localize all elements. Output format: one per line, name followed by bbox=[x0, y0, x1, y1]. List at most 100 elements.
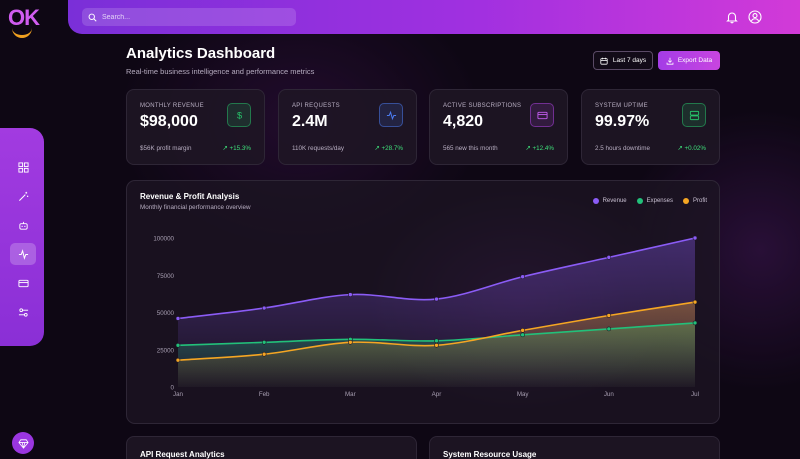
page-subtitle: Real-time business intelligence and perf… bbox=[126, 67, 315, 76]
x-tick-label: Mar bbox=[345, 391, 356, 398]
date-range-button[interactable]: Last 7 days bbox=[593, 51, 653, 70]
revenue-profit-chart: 0 25000 50000 75000 100000 Jan Feb Mar Apr May Jun… bbox=[153, 235, 699, 399]
search-box[interactable] bbox=[82, 8, 296, 26]
y-tick-label: 50000 bbox=[157, 310, 175, 317]
chart-subtitle: Monthly financial performance overview bbox=[140, 204, 251, 211]
calendar-icon bbox=[600, 57, 608, 65]
data-point-profit bbox=[692, 299, 698, 305]
data-point-expenses bbox=[175, 342, 181, 348]
stat-value: $98,000 bbox=[140, 113, 198, 130]
server-icon bbox=[682, 103, 706, 127]
data-point-profit bbox=[434, 342, 439, 348]
stat-sub: 110K requests/day bbox=[292, 145, 345, 152]
sidebar-item-magic[interactable] bbox=[10, 185, 36, 207]
activity-icon bbox=[18, 248, 28, 260]
stat-label: API REQUESTS bbox=[292, 103, 340, 109]
export-data-button[interactable]: Export Data bbox=[658, 51, 720, 70]
stat-label: MONTHLY REVENUE bbox=[140, 103, 204, 109]
legend-label: Expenses bbox=[646, 198, 673, 204]
dollar-icon: $ bbox=[227, 103, 251, 127]
data-point-profit bbox=[520, 328, 525, 333]
y-tick-label: 25000 bbox=[157, 347, 175, 354]
card-title: API Request Analytics bbox=[140, 450, 225, 459]
data-point-profit bbox=[348, 340, 353, 345]
data-point-profit bbox=[175, 357, 181, 363]
legend-dot bbox=[636, 198, 643, 204]
data-point-profit bbox=[606, 313, 612, 318]
x-tick-label: Jan bbox=[173, 391, 184, 398]
data-point-revenue bbox=[692, 235, 698, 241]
stat-delta: ↗ +15.3% bbox=[222, 145, 251, 152]
logo-smile-icon bbox=[12, 28, 32, 38]
api-request-analytics-card: API Request Analytics bbox=[126, 436, 417, 459]
data-point-expenses bbox=[606, 326, 612, 332]
stat-label: SYSTEM UPTIME bbox=[595, 103, 648, 109]
user-avatar-icon[interactable] bbox=[748, 10, 762, 24]
stat-label: ACTIVE SUBSCRIPTIONS bbox=[443, 103, 522, 109]
data-point-expenses bbox=[692, 320, 698, 326]
stat-value: 2.4M bbox=[292, 113, 328, 130]
data-point-revenue bbox=[261, 305, 267, 311]
bell-icon[interactable] bbox=[725, 10, 739, 24]
sliders-icon bbox=[18, 307, 28, 317]
premium-button[interactable] bbox=[12, 432, 34, 454]
card-title: System Resource Usage bbox=[443, 450, 537, 459]
search-input[interactable] bbox=[102, 13, 282, 21]
sidebar-item-dashboard[interactable] bbox=[10, 156, 36, 178]
stat-card-uptime: SYSTEM UPTIME 99.97% 2.5 hours downtime … bbox=[581, 89, 720, 165]
diamond-icon bbox=[17, 438, 29, 449]
y-tick-label: 0 bbox=[171, 385, 175, 392]
download-icon bbox=[666, 57, 674, 65]
stat-card-subscriptions: ACTIVE SUBSCRIPTIONS 4,820 565 new this … bbox=[429, 89, 568, 165]
legend-item-revenue[interactable]: Revenue bbox=[592, 198, 627, 204]
x-tick-label: May bbox=[517, 391, 530, 398]
sidebar-item-bot[interactable] bbox=[10, 214, 36, 236]
system-resource-usage-card: System Resource Usage bbox=[429, 436, 720, 459]
stat-delta: ↗ +0.02% bbox=[677, 145, 706, 152]
credit-card-icon bbox=[530, 103, 554, 127]
stat-sub: $56K profit margin bbox=[140, 145, 192, 152]
x-tick-label: Jul bbox=[691, 391, 699, 398]
x-tick-label: Feb bbox=[259, 391, 270, 398]
x-tick-label: Apr bbox=[432, 391, 442, 398]
data-point-expenses bbox=[434, 338, 439, 344]
stat-value: 99.97% bbox=[595, 113, 650, 130]
data-point-expenses bbox=[520, 332, 525, 338]
svg-text:$: $ bbox=[236, 110, 241, 120]
stat-card-revenue: MONTHLY REVENUE $98,000 $56K profit marg… bbox=[126, 89, 265, 165]
stat-card-api-requests: API REQUESTS 2.4M 110K requests/day ↗ +2… bbox=[278, 89, 417, 165]
search-icon bbox=[88, 13, 97, 22]
legend-label: Profit bbox=[692, 198, 707, 204]
stat-sub: 565 new this month bbox=[443, 145, 498, 152]
legend-item-profit[interactable]: Profit bbox=[682, 198, 707, 204]
data-point-revenue bbox=[434, 296, 439, 302]
data-point-revenue bbox=[520, 274, 525, 280]
legend-dot bbox=[592, 198, 599, 204]
page-title: Analytics Dashboard bbox=[126, 45, 276, 62]
grid-icon bbox=[17, 161, 29, 173]
data-point-revenue bbox=[606, 255, 612, 260]
legend-label: Revenue bbox=[602, 198, 627, 204]
logo[interactable]: OK bbox=[8, 5, 48, 42]
date-range-label: Last 7 days bbox=[612, 57, 647, 64]
sidebar-item-settings[interactable] bbox=[10, 301, 36, 323]
chart-title: Revenue & Profit Analysis bbox=[140, 192, 240, 201]
stat-delta: ↗ +28.7% bbox=[374, 145, 403, 152]
robot-icon bbox=[18, 221, 28, 230]
magic-wand-icon bbox=[18, 191, 28, 201]
data-point-revenue bbox=[175, 316, 181, 321]
data-point-revenue bbox=[348, 292, 353, 297]
sidebar-item-analytics[interactable] bbox=[10, 243, 36, 265]
logo-text: OK bbox=[8, 5, 40, 30]
chart-legend: Revenue Expenses Profit bbox=[592, 198, 707, 204]
legend-item-expenses[interactable]: Expenses bbox=[636, 198, 673, 204]
data-point-profit bbox=[261, 351, 267, 357]
stat-sub: 2.5 hours downtime bbox=[595, 145, 650, 152]
stat-value: 4,820 bbox=[443, 113, 484, 130]
sidebar-item-billing[interactable] bbox=[10, 272, 36, 294]
stat-delta: ↗ +12.4% bbox=[525, 145, 554, 152]
x-tick-label: Jun bbox=[604, 391, 615, 398]
activity-icon bbox=[379, 103, 403, 127]
legend-dot bbox=[682, 198, 689, 204]
credit-card-icon bbox=[17, 279, 29, 287]
